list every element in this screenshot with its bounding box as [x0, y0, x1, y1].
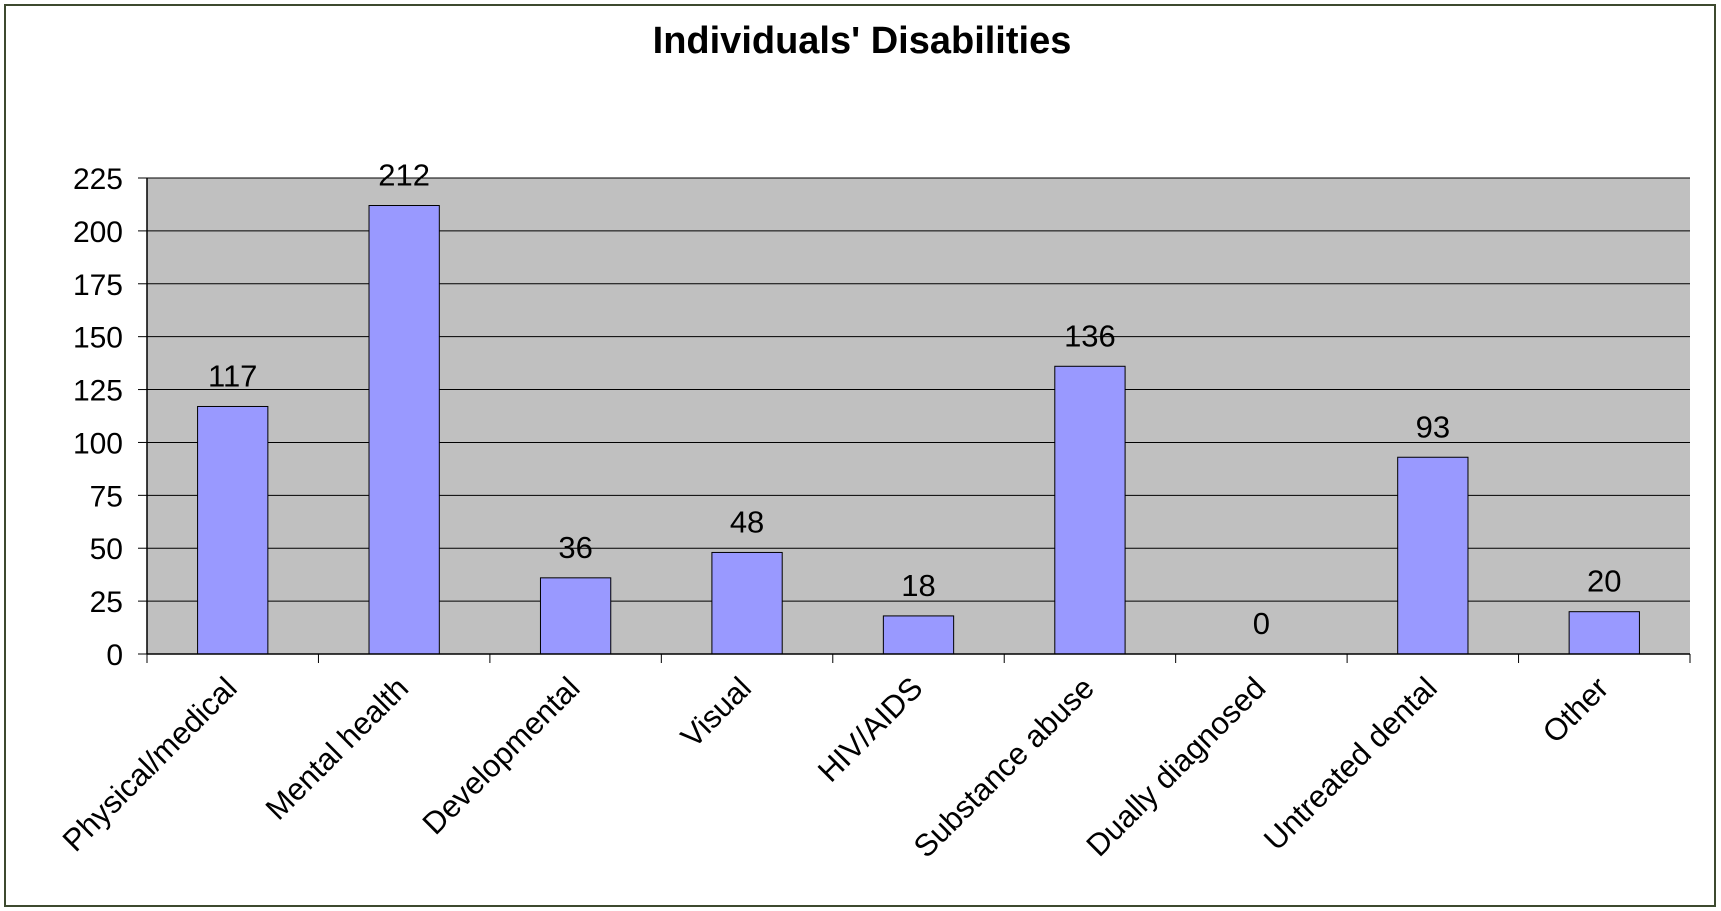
- x-category-label: Untreated dental: [1257, 670, 1444, 857]
- bar: [882, 615, 955, 655]
- x-category-labels: Physical/medical Mental health Development…: [56, 670, 1616, 864]
- x-category-label: Dually diagnosed: [1079, 670, 1272, 863]
- y-tick-label: 50: [90, 533, 123, 566]
- y-tick-label: 150: [73, 322, 123, 355]
- chart-title: Individuals' Disabilities: [652, 20, 1072, 62]
- x-category-label: Substance abuse: [907, 670, 1101, 864]
- data-label: 93: [1416, 409, 1450, 444]
- data-label: 212: [378, 158, 430, 193]
- x-category-label: HIV/AIDS: [811, 670, 930, 789]
- y-tick-label: 0: [106, 639, 123, 672]
- y-tick-label: 175: [73, 269, 123, 302]
- data-labels: 117 212 36 48 18 136 0 93 20: [208, 158, 1622, 641]
- y-tick-label: 100: [73, 427, 123, 460]
- y-tick-label: 75: [90, 480, 123, 513]
- data-label: 0: [1253, 606, 1270, 641]
- data-label: 36: [558, 530, 592, 565]
- axes: [138, 177, 1691, 663]
- y-tick-labels: 0 25 50 75 100 125 150 175 200 225: [73, 163, 123, 672]
- y-tick-label: 225: [73, 163, 123, 196]
- x-category-label: Mental health: [259, 670, 415, 826]
- y-tick-label: 200: [73, 216, 123, 249]
- bar: [368, 205, 440, 655]
- bar: [197, 405, 269, 655]
- data-label: 20: [1587, 564, 1621, 599]
- x-category-label: Developmental: [416, 670, 587, 841]
- y-tick-label: 25: [90, 586, 123, 619]
- bar: [539, 577, 612, 655]
- data-label: 136: [1064, 318, 1116, 353]
- x-category-label: Visual: [674, 670, 758, 754]
- bar: [1397, 456, 1469, 655]
- bar: [1054, 365, 1126, 655]
- y-tick-label: 125: [73, 375, 123, 408]
- x-category-label: Other: [1536, 670, 1616, 750]
- data-label: 48: [730, 504, 764, 539]
- data-label: 117: [208, 358, 257, 393]
- x-category-label: Physical/medical: [56, 670, 244, 858]
- bar: [1568, 611, 1640, 655]
- bars: [197, 205, 1640, 655]
- bar: [711, 551, 783, 655]
- data-label: 18: [901, 568, 935, 603]
